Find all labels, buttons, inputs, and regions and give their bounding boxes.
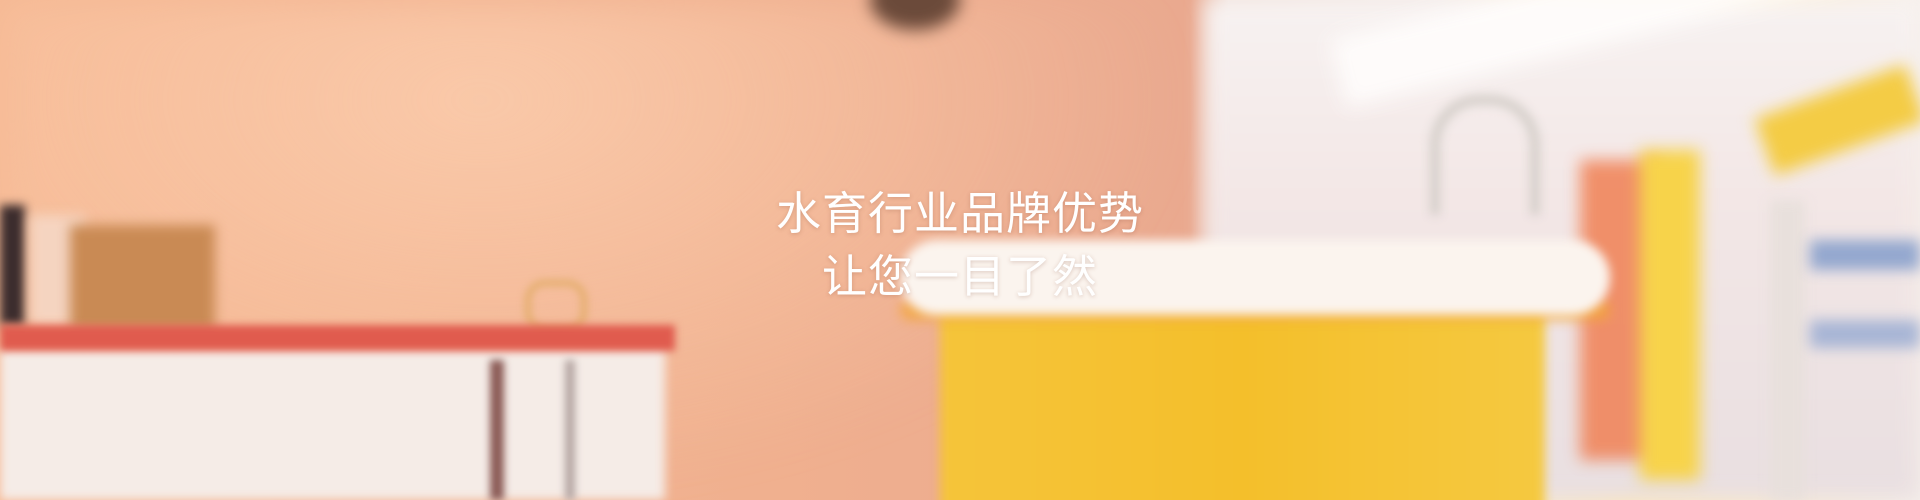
- counter-top-image: [0, 325, 675, 351]
- counter-leg-image-2: [565, 360, 575, 500]
- banner-title-line-1: 水育行业品牌优势: [775, 187, 1144, 240]
- banner-title-line-2: 让您一目了然: [821, 250, 1098, 303]
- yellow-tub-image: [940, 290, 1545, 500]
- counter-leg-image: [490, 360, 504, 500]
- tub-rim-image: [900, 240, 1610, 315]
- banner-headline: 水育行业品牌优势 让您一目了然: [0, 182, 1920, 308]
- yellow-pillar-image: [1640, 150, 1700, 480]
- blue-shelf-image-2: [1810, 320, 1920, 348]
- dark-object-image: [0, 205, 25, 325]
- counter-image: [0, 348, 665, 500]
- white-post-image: [1770, 200, 1805, 500]
- faucet-image: [1430, 95, 1540, 215]
- brown-box-image: [70, 225, 215, 330]
- blue-shelf-image: [1810, 240, 1920, 270]
